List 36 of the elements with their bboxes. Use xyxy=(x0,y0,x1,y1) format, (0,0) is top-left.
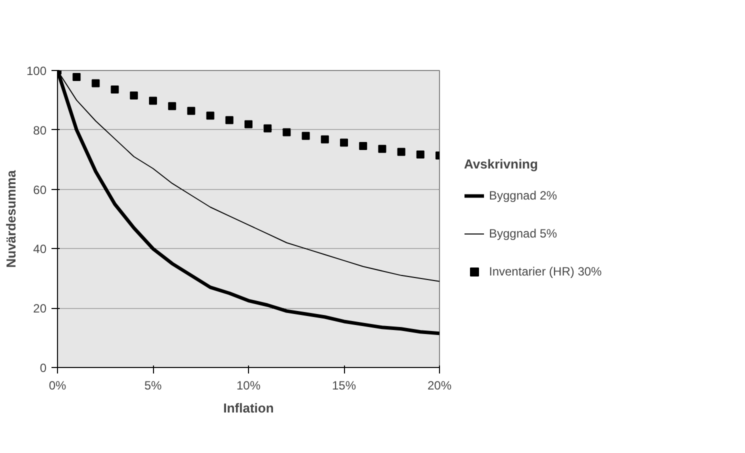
y-tick-label: 80 xyxy=(33,123,47,138)
point xyxy=(244,120,252,128)
x-tick-label: 0% xyxy=(48,378,66,392)
x-tick-label: 20% xyxy=(427,378,452,392)
point xyxy=(72,73,81,82)
legend-label: Byggnad 5% xyxy=(489,226,558,240)
point xyxy=(130,91,138,100)
y-tick-label: 20 xyxy=(33,302,47,316)
y-axis-title: Nuvärdesumma xyxy=(3,169,18,268)
legend-label: Byggnad 2% xyxy=(489,188,558,202)
point xyxy=(92,79,100,88)
legend-title: Avskrivning xyxy=(464,156,539,171)
point xyxy=(340,138,348,147)
y-tick-label: 100 xyxy=(26,64,47,78)
x-tick-label: 10% xyxy=(236,378,261,392)
point xyxy=(149,96,157,105)
point xyxy=(302,132,310,140)
point xyxy=(416,150,424,159)
point xyxy=(168,102,176,110)
point xyxy=(359,142,368,150)
x-axis-title: Inflation xyxy=(223,400,274,416)
legend-label: Inventarier (HR) 30% xyxy=(489,264,602,278)
point xyxy=(225,116,234,124)
y-tick-label: 40 xyxy=(33,242,47,256)
point xyxy=(110,86,119,94)
point xyxy=(206,112,214,120)
point xyxy=(282,128,291,136)
point xyxy=(397,148,406,156)
x-tick-label: 15% xyxy=(332,378,356,392)
x-tick-label: 5% xyxy=(144,378,162,392)
point xyxy=(320,135,329,144)
point xyxy=(378,144,386,153)
point xyxy=(187,106,196,115)
y-tick-label: 0 xyxy=(40,361,47,375)
y-tick-label: 60 xyxy=(33,182,47,197)
point xyxy=(264,124,272,132)
